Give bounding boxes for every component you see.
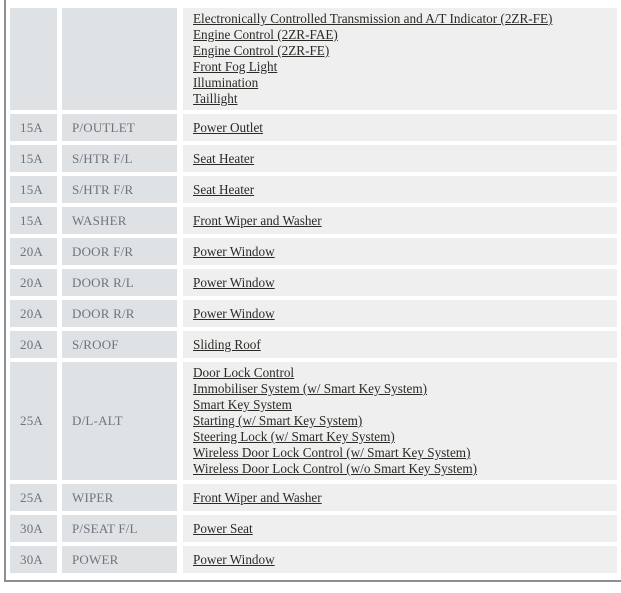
links-cell: Sliding Roof <box>183 331 617 358</box>
links-cell: Power Window <box>183 238 617 265</box>
name-cell: P/SEAT F/L <box>62 515 177 542</box>
table-row: 15A S/HTR F/L Seat Heater <box>10 145 617 172</box>
fuse-link[interactable]: Wireless Door Lock Control (w/ Smart Key… <box>193 445 471 460</box>
table-row: 30A POWER Power Window <box>10 546 617 573</box>
links-cell: Seat Heater <box>183 176 617 203</box>
amp-cell: 15A <box>10 176 57 203</box>
table-row: 20A S/ROOF Sliding Roof <box>10 331 617 358</box>
fuse-link[interactable]: Taillight <box>193 91 238 106</box>
links-cell: Power Window <box>183 300 617 327</box>
table-row: 30A P/SEAT F/L Power Seat <box>10 515 617 542</box>
fuse-link[interactable]: Front Wiper and Washer <box>193 212 322 228</box>
links-cell: Electronically Controlled Transmission a… <box>183 8 617 110</box>
amp-cell: 15A <box>10 207 57 234</box>
fuse-link[interactable]: Starting (w/ Smart Key System) <box>193 413 363 428</box>
fuse-link[interactable]: Power Outlet <box>193 119 263 135</box>
name-cell: DOOR R/R <box>62 300 177 327</box>
fuse-link[interactable]: Steering Lock (w/ Smart Key System) <box>193 429 395 444</box>
amp-cell: 20A <box>10 238 57 265</box>
table-row: 25A WIPER Front Wiper and Washer <box>10 484 617 511</box>
fuse-link[interactable]: Illumination <box>193 75 259 90</box>
amp-cell: 15A <box>10 114 57 141</box>
fuse-link[interactable]: Power Seat <box>193 520 253 536</box>
table-row: 25A D/L-ALT Door Lock Control Immobiliser… <box>10 362 617 480</box>
name-cell: POWER <box>62 546 177 573</box>
links-cell: Power Window <box>183 269 617 296</box>
name-cell: WASHER <box>62 207 177 234</box>
amp-cell: 20A <box>10 331 57 358</box>
table-row: 20A DOOR R/L Power Window <box>10 269 617 296</box>
name-cell: P/OUTLET <box>62 114 177 141</box>
links-cell: Front Wiper and Washer <box>183 484 617 511</box>
amp-cell: 30A <box>10 515 57 542</box>
fuse-link[interactable]: Power Window <box>193 551 275 567</box>
fuse-link[interactable]: Electronically Controlled Transmission a… <box>193 11 553 26</box>
fuse-table: Electronically Controlled Transmission a… <box>10 8 617 573</box>
fuse-link[interactable]: Engine Control (2ZR-FAE) <box>193 27 338 42</box>
amp-cell: 25A <box>10 484 57 511</box>
table-row: Electronically Controlled Transmission a… <box>10 8 617 110</box>
fuse-link[interactable]: Engine Control (2ZR-FE) <box>193 43 330 58</box>
links-cell: Power Outlet <box>183 114 617 141</box>
name-cell: D/L-ALT <box>62 362 177 480</box>
links-cell: Power Window <box>183 546 617 573</box>
links-cell: Front Wiper and Washer <box>183 207 617 234</box>
page-border-left <box>4 0 6 582</box>
fuse-link[interactable]: Front Fog Light <box>193 59 278 74</box>
fuse-link[interactable]: Power Window <box>193 274 275 290</box>
table-row: 20A DOOR F/R Power Window <box>10 238 617 265</box>
fuse-link[interactable]: Power Window <box>193 305 275 321</box>
fuse-link[interactable]: Sliding Roof <box>193 336 261 352</box>
fuse-link[interactable]: Front Wiper and Washer <box>193 489 322 505</box>
name-cell: DOOR F/R <box>62 238 177 265</box>
name-cell: S/HTR F/L <box>62 145 177 172</box>
fuse-link[interactable]: Door Lock Control <box>193 365 295 380</box>
amp-cell: 20A <box>10 269 57 296</box>
amp-cell: 25A <box>10 362 57 480</box>
table-row: 20A DOOR R/R Power Window <box>10 300 617 327</box>
name-cell: WIPER <box>62 484 177 511</box>
links-cell: Seat Heater <box>183 145 617 172</box>
fuse-link[interactable]: Power Window <box>193 243 275 259</box>
fuse-link[interactable]: Smart Key System <box>193 397 292 412</box>
amp-cell: 20A <box>10 300 57 327</box>
table-row: 15A S/HTR F/R Seat Heater <box>10 176 617 203</box>
page-border-bottom <box>4 580 621 582</box>
amp-cell: 30A <box>10 546 57 573</box>
fuse-link[interactable]: Wireless Door Lock Control (w/o Smart Ke… <box>193 461 478 476</box>
fuse-link[interactable]: Seat Heater <box>193 150 255 166</box>
name-cell: S/ROOF <box>62 331 177 358</box>
links-cell: Door Lock Control Immobiliser System (w/ … <box>183 362 617 480</box>
table-row: 15A P/OUTLET Power Outlet <box>10 114 617 141</box>
amp-cell: 15A <box>10 145 57 172</box>
amp-cell <box>10 8 57 110</box>
fuse-link[interactable]: Seat Heater <box>193 181 255 197</box>
fuse-link[interactable]: Immobiliser System (w/ Smart Key System) <box>193 381 428 396</box>
table-row: 15A WASHER Front Wiper and Washer <box>10 207 617 234</box>
name-cell: DOOR R/L <box>62 269 177 296</box>
name-cell: S/HTR F/R <box>62 176 177 203</box>
links-cell: Power Seat <box>183 515 617 542</box>
name-cell <box>62 8 177 110</box>
